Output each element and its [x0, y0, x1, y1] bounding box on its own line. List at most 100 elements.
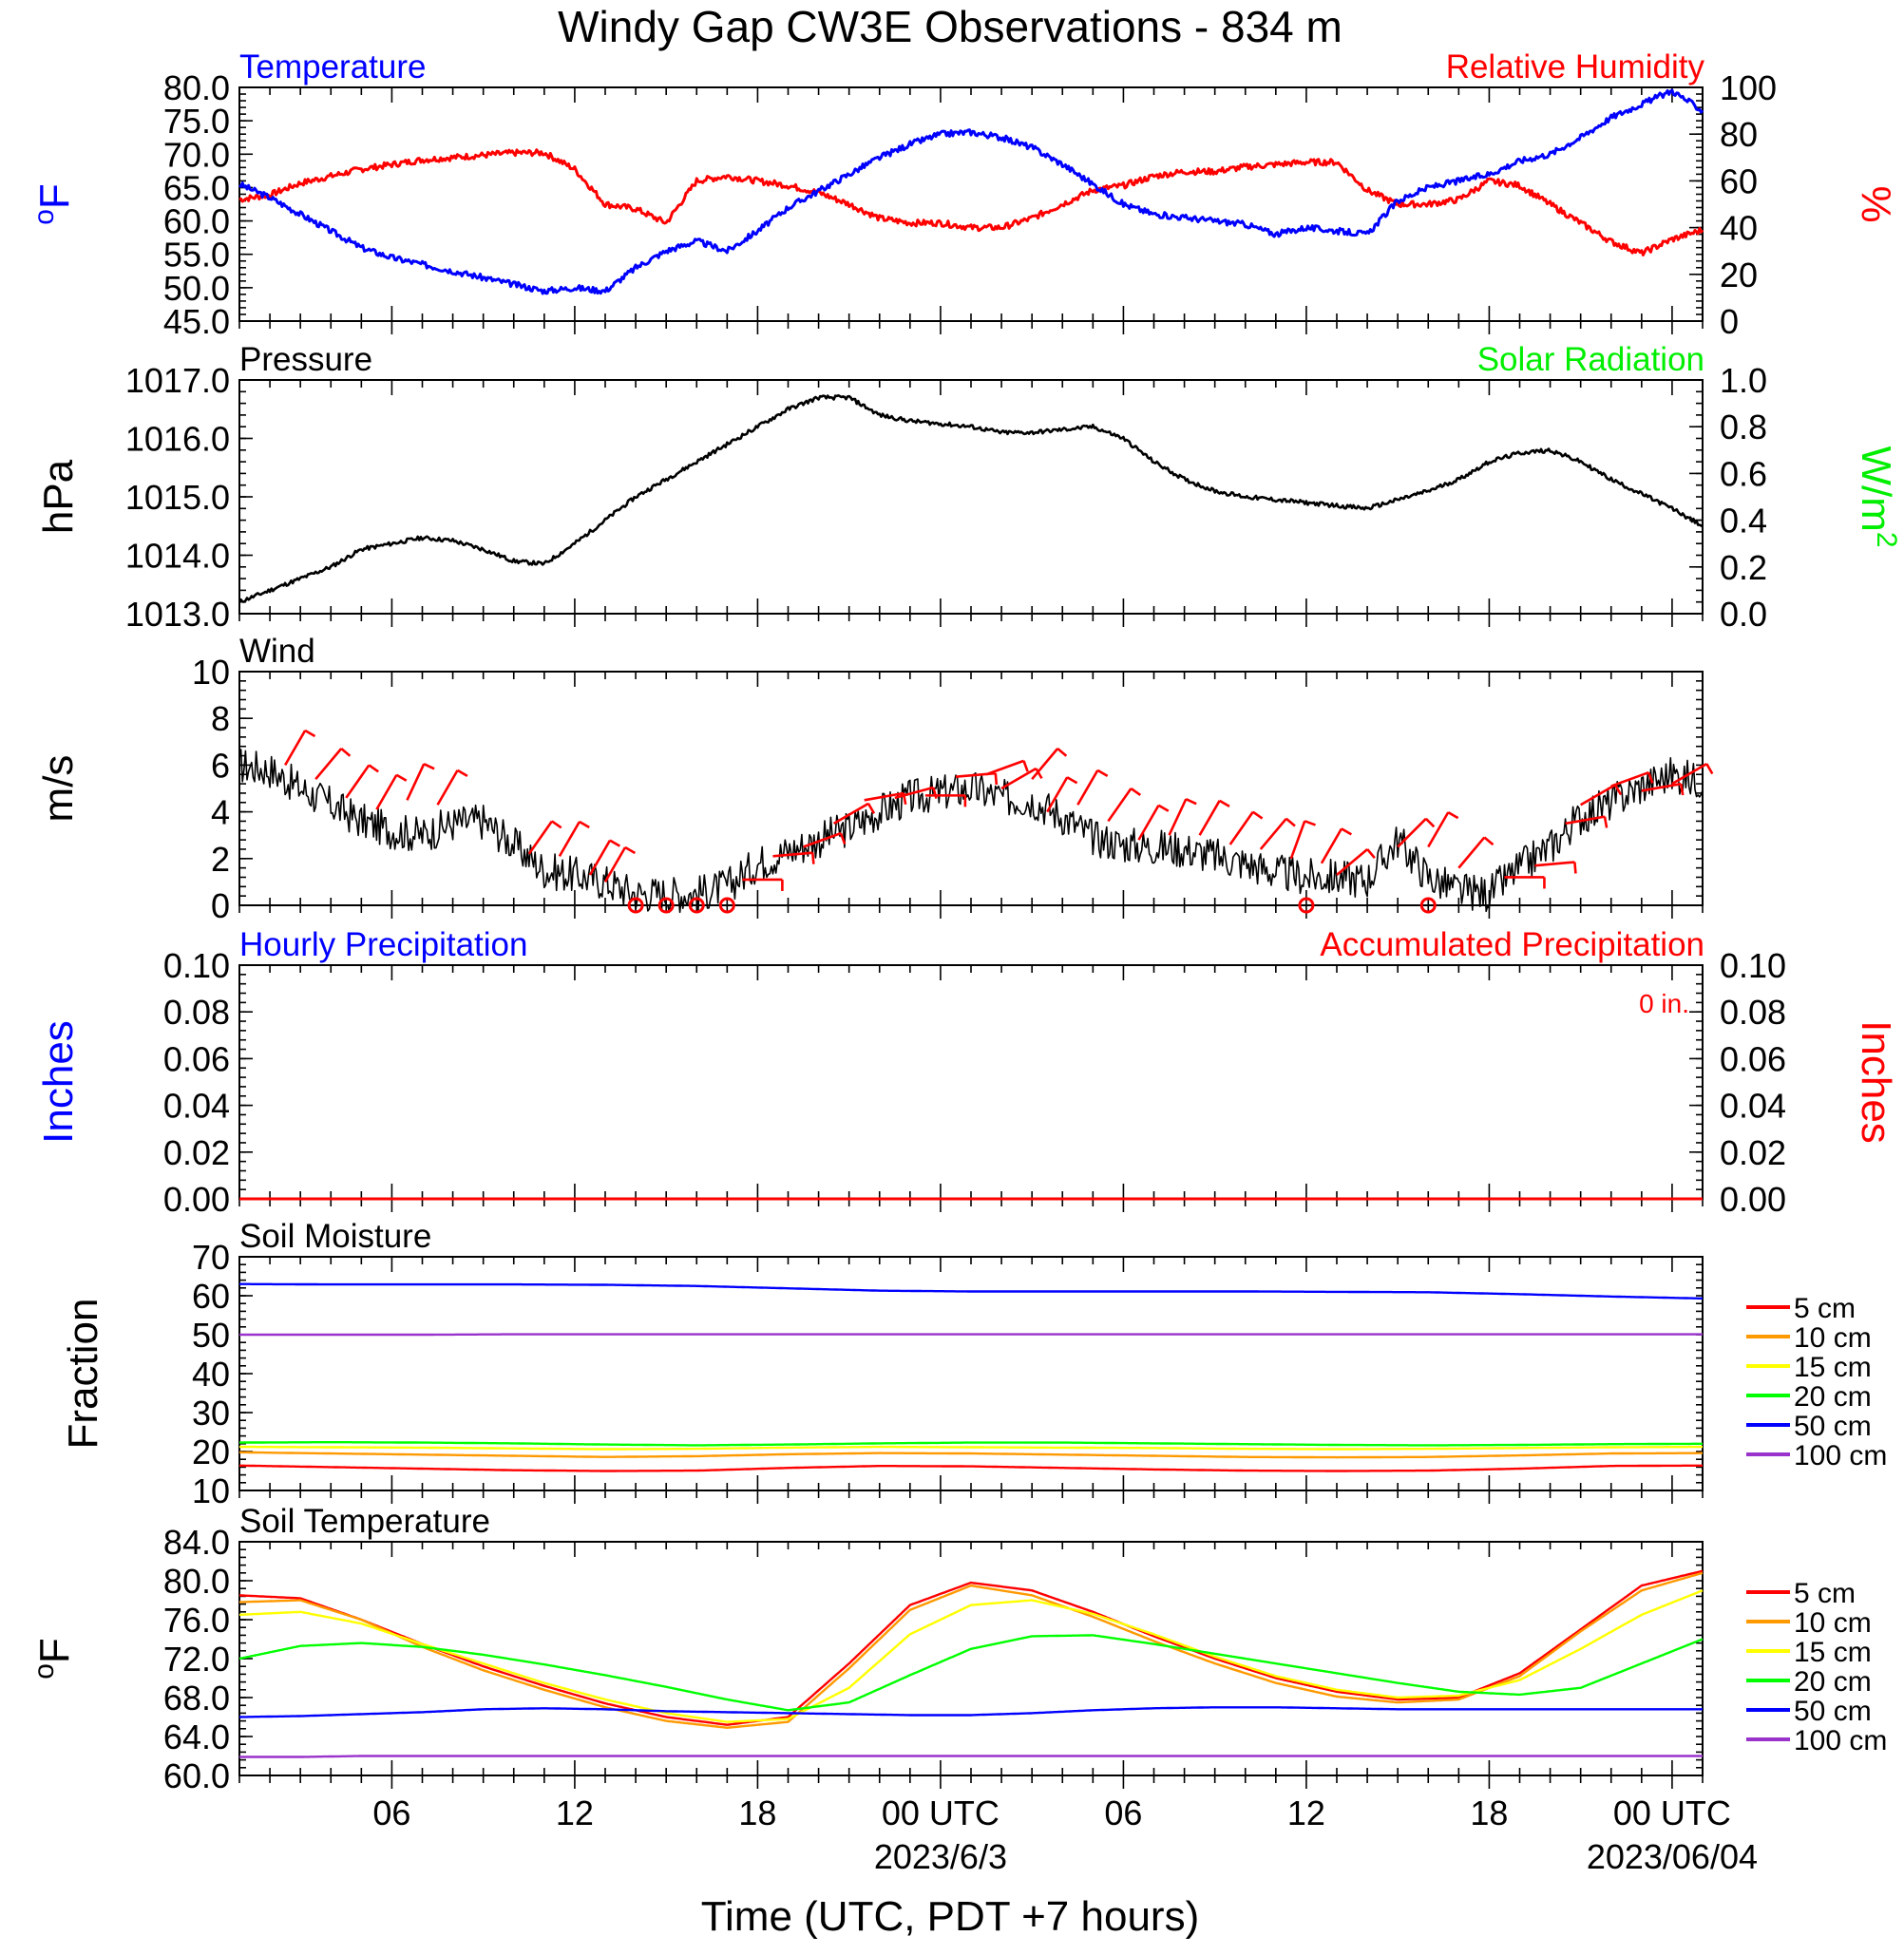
wind-barb-flag — [304, 729, 316, 738]
series-50-cm — [239, 1706, 1703, 1718]
series-5-cm — [239, 1464, 1703, 1472]
chart-title: Windy Gap CW3E Observations - 834 m — [558, 2, 1342, 51]
y-tick-label-left: 8 — [211, 699, 230, 738]
panel-pressure-solar: 1017.0 1016.0 1015.0 1014.0 1013.0 1.0 0.8 0.6 0… — [35, 341, 1902, 634]
y-tick-label-left: 0 — [211, 886, 230, 925]
y-tick-label-right: 60 — [1720, 161, 1758, 200]
wind-barb — [314, 748, 343, 780]
wind-barb — [1046, 776, 1069, 813]
wind-barb-flag — [1705, 763, 1714, 775]
y-tick-label-left: 70 — [192, 1238, 230, 1277]
wind-barb — [832, 802, 869, 826]
y-tick-label-right: 0 — [1720, 302, 1739, 341]
wind-barb-flag — [1447, 811, 1459, 820]
y-tick-label-left: 4 — [211, 793, 230, 832]
panel-frame — [238, 964, 1704, 1200]
series-50-cm — [239, 1282, 1704, 1300]
y-tick-label-left: 1014.0 — [125, 537, 230, 576]
series-100-cm — [239, 1755, 1703, 1758]
wind-barb-flag — [1057, 747, 1068, 757]
legend-label: 50 cm — [1794, 1696, 1872, 1727]
y-tick-label-left: 84.0 — [163, 1523, 230, 1562]
y-tick-label-left: 0.10 — [163, 946, 230, 985]
y-axis-unit-right: W/m2 — [1853, 446, 1902, 547]
y-tick-label-left: 80.0 — [163, 68, 230, 107]
y-tick-label-left: 6 — [211, 746, 230, 785]
wind-barb-flag — [839, 832, 847, 845]
y-tick-label-left: 10 — [192, 653, 230, 692]
wind-barb — [864, 791, 904, 802]
y-tick-label-left: 0.08 — [163, 993, 230, 1032]
wind-barb — [1000, 767, 1038, 790]
wind-barb — [1168, 798, 1188, 836]
wind-barb — [283, 730, 307, 767]
y-tick-label-left: 1016.0 — [125, 420, 230, 459]
wind-barb — [1397, 817, 1427, 848]
y-tick-label-left: 50 — [192, 1316, 230, 1355]
y-tick-label-left: 20 — [192, 1433, 230, 1471]
panel-title-left: Pressure — [239, 341, 372, 378]
wind-barb-flag — [1483, 836, 1495, 846]
y-tick-label-right: 0.10 — [1720, 946, 1786, 985]
wind-barb-flag — [1252, 810, 1264, 820]
panel-title-right: Accumulated Precipitation — [1320, 926, 1704, 963]
wind-barb — [1259, 817, 1287, 850]
wind-barb-flag — [1424, 817, 1436, 828]
panel-temperature-rh: 80.075.070.065.060.055.050.045.0 100 80 60 4… — [29, 48, 1899, 341]
series-20-cm — [238, 1634, 1704, 1712]
y-tick-label-right: 40 — [1720, 209, 1758, 248]
wind-barb-flag — [1613, 784, 1623, 796]
wind-barb-flag — [1157, 804, 1170, 812]
calm-wind-marker — [688, 897, 705, 914]
wind-barb — [588, 839, 612, 876]
wind-barb — [1457, 836, 1486, 869]
y-tick-label-right: 1.0 — [1720, 361, 1767, 400]
y-tick-label-left: 70.0 — [163, 135, 230, 174]
y-tick-label-left: 45.0 — [163, 302, 230, 341]
panel-frame — [238, 86, 1704, 322]
wind-barb — [985, 759, 1024, 776]
y-tick-label-right: 0.4 — [1720, 502, 1767, 541]
y-axis-unit-right: % — [1853, 185, 1899, 222]
panel-wind: 10 8 6 4 2 0 Wind m/s — [35, 633, 1714, 925]
wind-barb-flag — [1647, 771, 1654, 784]
wind-barb-flag — [340, 747, 352, 757]
wind-barb — [1610, 770, 1649, 788]
y-axis-unit-left: Inches — [35, 1020, 82, 1144]
wind-barb-flag — [423, 763, 435, 770]
wind-barb-flag — [1285, 817, 1296, 827]
y-tick-label-left: 68.0 — [163, 1679, 230, 1718]
calm-wind-marker — [1419, 897, 1437, 914]
wind-barb-flag — [1185, 797, 1197, 806]
wind-barb-flag — [1022, 760, 1029, 772]
wind-barb-flag — [1096, 769, 1109, 777]
panel-frame — [238, 379, 1704, 615]
x-tick-label: 12 — [1287, 1794, 1325, 1832]
wind-barb — [1198, 800, 1221, 836]
x-axis-label: Time (UTC, PDT +7 hours) — [701, 1893, 1199, 1940]
wind-barb-flag — [1573, 862, 1577, 874]
wind-barb-flag — [866, 803, 876, 814]
y-tick-label-left: 0.02 — [163, 1133, 230, 1172]
y-tick-label-left: 10 — [192, 1471, 230, 1510]
y-tick-label-right: 0.04 — [1720, 1087, 1786, 1126]
y-tick-label-left: 60.0 — [163, 1756, 230, 1795]
series-20-cm — [239, 1441, 1703, 1447]
legend-label: 5 cm — [1794, 1578, 1856, 1609]
y-tick-label-left: 60.0 — [163, 202, 230, 241]
wind-barb-flag — [1066, 776, 1078, 785]
x-tick-date-label: 2023/06/04 — [1587, 1837, 1758, 1876]
y-tick-label-right: 0.02 — [1720, 1133, 1786, 1172]
y-tick-label-right: 0.08 — [1720, 993, 1786, 1032]
wind-barb-flag — [1679, 783, 1685, 796]
x-tick-date-label: 2023/6/3 — [874, 1837, 1007, 1876]
legend-label: 15 cm — [1794, 1352, 1872, 1383]
wind-barb — [436, 769, 459, 806]
panel-title-right: Solar Radiation — [1477, 341, 1704, 378]
series-5-cm — [238, 1569, 1704, 1726]
y-tick-label-left: 50.0 — [163, 269, 230, 308]
wind-barb-flag — [368, 764, 379, 773]
calm-wind-marker — [1298, 897, 1315, 914]
wind-barb — [1336, 848, 1369, 877]
